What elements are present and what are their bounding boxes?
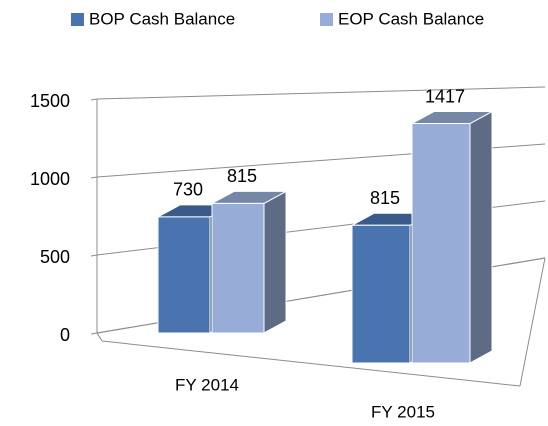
- legend-swatch: [71, 13, 84, 26]
- y-tick-label: 500: [40, 247, 70, 267]
- bar: [157, 216, 211, 334]
- y-tick: [90, 332, 98, 335]
- y-tick: [90, 98, 98, 101]
- bar: [211, 202, 265, 334]
- value-label: 815: [370, 188, 400, 208]
- y-tick-label: 0: [60, 325, 70, 345]
- value-label: 730: [173, 180, 203, 200]
- value-label: 1417: [425, 86, 465, 106]
- x-tick-label: FY 2014: [175, 375, 239, 394]
- floor-front-edge: [101, 340, 521, 387]
- grid-line: [96, 86, 546, 100]
- y-tick-label: 1500: [30, 91, 70, 111]
- legend-label: BOP Cash Balance: [89, 9, 235, 28]
- legend-swatch: [320, 13, 333, 26]
- value-label: 815: [227, 166, 257, 186]
- bar: [411, 123, 471, 364]
- bar: [351, 224, 411, 364]
- floor-right-edge: [519, 257, 546, 387]
- legend-label: EOP Cash Balance: [338, 9, 484, 28]
- bar-side: [263, 190, 287, 334]
- bar-side: [469, 110, 493, 364]
- y-tick: [90, 254, 98, 257]
- y-tick: [90, 176, 98, 179]
- floor-left-edge: [96, 332, 103, 342]
- x-tick-label: FY 2015: [371, 402, 435, 421]
- y-tick-label: 1000: [30, 169, 70, 189]
